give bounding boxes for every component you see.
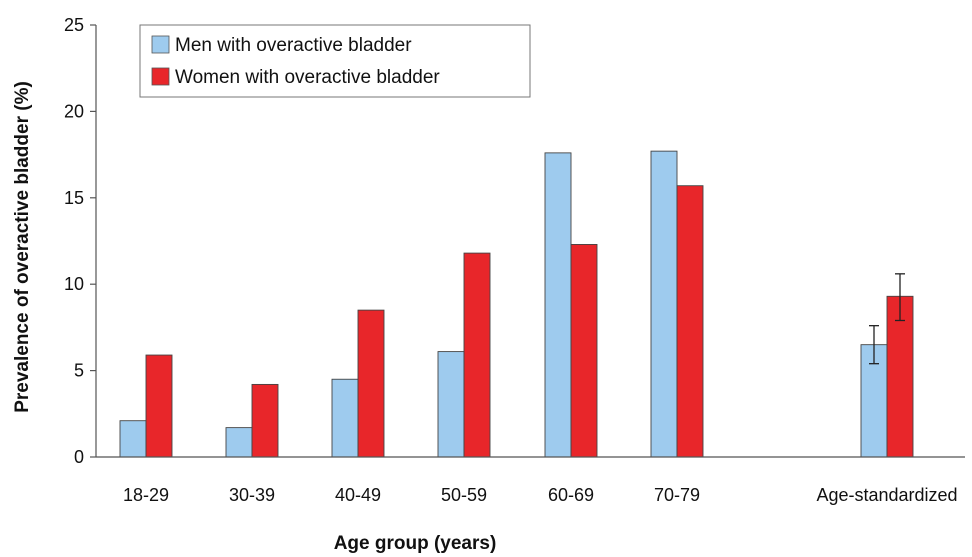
x-axis-title: Age group (years) <box>334 533 497 554</box>
x-tick-label: 50-59 <box>441 485 487 505</box>
y-axis-ticks: 0 5 10 15 20 25 <box>64 15 96 467</box>
legend-box <box>139 24 531 98</box>
bar-men <box>225 427 253 458</box>
bar-women <box>886 295 914 458</box>
bar-men <box>119 420 147 458</box>
y-tick-label: 5 <box>74 361 84 381</box>
bar-women <box>463 252 491 458</box>
bar-men <box>437 351 465 458</box>
y-tick-label: 10 <box>64 274 84 294</box>
bar-men <box>331 378 359 458</box>
x-tick-label: 70-79 <box>654 485 700 505</box>
y-tick-label: 25 <box>64 15 84 35</box>
error-bars <box>869 273 905 365</box>
bar-women <box>357 309 385 458</box>
bar-men <box>544 152 572 458</box>
legend-swatch-men <box>151 35 170 54</box>
error-bar-women <box>895 273 905 322</box>
bar-women <box>676 185 704 458</box>
x-tick-label: 30-39 <box>229 485 275 505</box>
x-tick-label: 60-69 <box>548 485 594 505</box>
legend-label-women: Women with overactive bladder <box>175 67 440 88</box>
bar-women <box>251 383 279 458</box>
legend: Men with overactive bladder Women with o… <box>139 24 531 98</box>
bars <box>119 150 914 458</box>
y-axis-title: Prevalence of overactive bladder (%) <box>12 81 33 413</box>
bar-women <box>570 244 598 458</box>
x-tick-label: 40-49 <box>335 485 381 505</box>
bar-men <box>650 150 678 458</box>
legend-label-men: Men with overactive bladder <box>175 35 412 56</box>
error-bar-men <box>869 325 879 365</box>
bar-women <box>145 354 173 458</box>
legend-swatch-women <box>151 67 170 86</box>
y-tick-label: 0 <box>74 447 84 467</box>
x-axis-tick-labels: 18-29 30-39 40-49 50-59 60-69 70-79 Age-standa… <box>123 485 958 505</box>
x-tick-label: Age-standardized <box>816 485 957 505</box>
y-tick-label: 20 <box>64 101 84 121</box>
x-tick-label: 18-29 <box>123 485 169 505</box>
y-tick-label: 15 <box>64 188 84 208</box>
